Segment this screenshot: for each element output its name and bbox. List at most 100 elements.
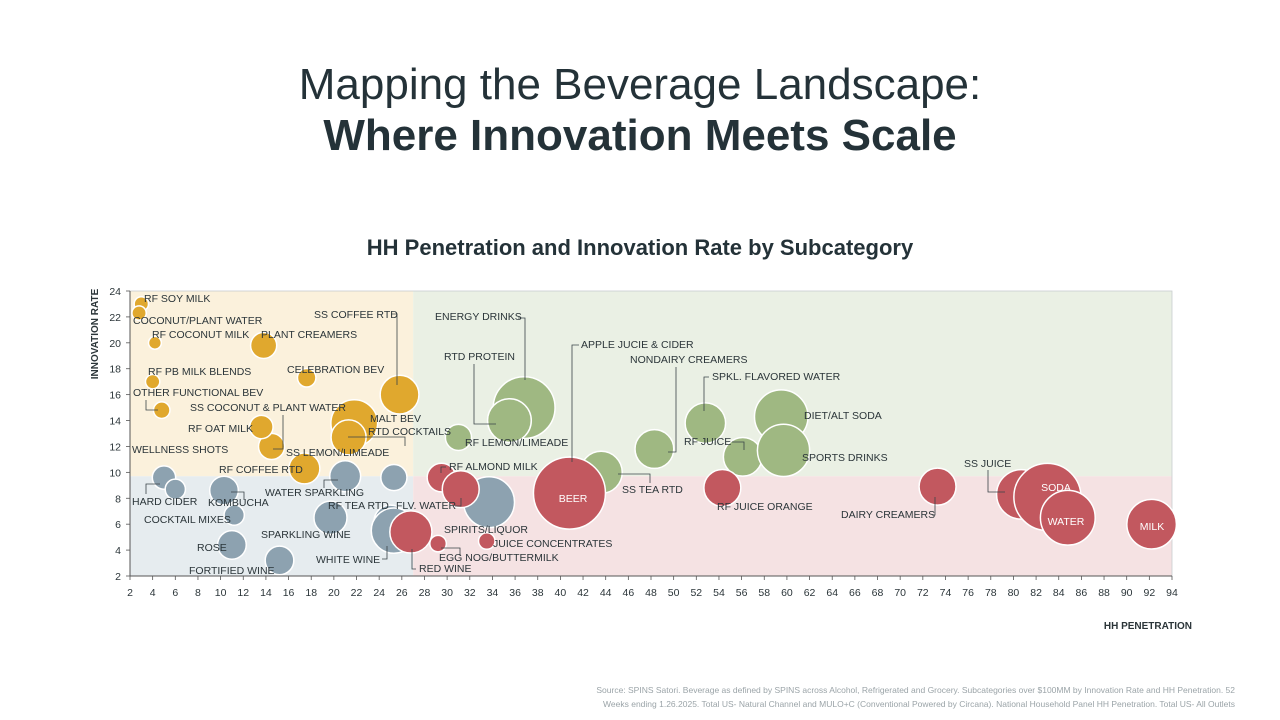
leader-line-ss-coffee-rtd [391, 313, 398, 385]
label-soda: SODA [1041, 482, 1071, 494]
x-tick-label: 14 [260, 587, 272, 599]
bubble-flv-water [441, 469, 480, 509]
leader-line-ss-juice [987, 470, 1005, 493]
x-tick-label: 88 [1098, 587, 1110, 599]
x-tick-label: 94 [1166, 587, 1178, 599]
label-milk: MILK [1140, 521, 1165, 533]
leader-line-nondairy-creamers [668, 367, 677, 453]
x-tick-label: 56 [736, 587, 748, 599]
label-rf-lemon-limeade: RF LEMON/LIMEADE [465, 437, 568, 449]
bubble-ss-coffee-rtd [379, 374, 420, 415]
bubble-plant-creamers [249, 331, 278, 360]
x-tick-label: 74 [940, 587, 952, 599]
bubble-ss-lemon-limeade [380, 463, 408, 492]
leader-line-ss-lemon-limeade [348, 436, 406, 446]
label-beer: BEER [559, 493, 588, 505]
x-tick-label: 8 [195, 587, 201, 599]
bubble-beer [532, 456, 607, 530]
bubble-water-sparkling [328, 460, 362, 493]
bubble-rf-pb-milk-blends [144, 373, 161, 390]
x-axis-label: HH PENETRATION [1104, 621, 1192, 632]
leader-line-ss-coconut-plant-water [273, 415, 284, 450]
leader-line-water-sparkling [323, 479, 338, 488]
x-tick-label: 42 [577, 587, 589, 599]
x-tick-label: 40 [555, 587, 567, 599]
label-fortified-wine: FORTIFIED WINE [189, 565, 275, 577]
x-tick-label: 48 [645, 587, 657, 599]
leader-line-red-wine [411, 549, 416, 570]
y-tick-label: 4 [115, 545, 121, 557]
label-rose: ROSE [197, 542, 227, 554]
label-rf-coconut-milk: RF COCONUT MILK [152, 329, 249, 341]
x-tick-label: 44 [600, 587, 612, 599]
x-tick-label: 60 [781, 587, 793, 599]
label-spirits-liquor: SPIRITS/LIQUOR [444, 524, 528, 536]
source-note-line-1: Source: SPINS Satori. Beverage as define… [596, 685, 1235, 695]
x-tick-label: 46 [623, 587, 635, 599]
label-rf-tea-rtd: RF TEA RTD [328, 500, 389, 512]
label-dairy-creamers: DAIRY CREAMERS [841, 509, 935, 521]
x-tick-label: 34 [487, 587, 499, 599]
label-white-wine: WHITE WINE [316, 554, 380, 566]
label-other-functional-bev: OTHER FUNCTIONAL BEV [133, 387, 263, 399]
x-tick-label: 12 [237, 587, 249, 599]
bubble-milk [1126, 498, 1178, 550]
x-tick-label: 32 [464, 587, 476, 599]
bubble-kombucha [208, 475, 240, 506]
label-energy-drinks: ENERGY DRINKS [435, 311, 522, 323]
x-tick-label: 2 [127, 587, 133, 599]
label-sports-drinks: SPORTS DRINKS [802, 452, 888, 464]
x-tick-label: 26 [396, 587, 408, 599]
label-rf-coffee-rtd: RF COFFEE RTD [219, 464, 303, 476]
bubble-nondairy-creamers [634, 428, 675, 470]
label-nondairy-creamers: NONDAIRY CREAMERS [630, 354, 747, 366]
chart-title: HH Penetration and Innovation Rate by Su… [366, 235, 914, 260]
bubble-coconut-plant-water [131, 305, 147, 321]
label-kombucha: KOMBUCHA [208, 497, 269, 509]
y-tick-label: 22 [109, 312, 121, 324]
label-rf-pb-milk-blends: RF PB MILK BLENDS [148, 366, 251, 378]
x-tick-label: 38 [532, 587, 544, 599]
x-tick-label: 52 [690, 587, 702, 599]
x-tick-label: 82 [1030, 587, 1042, 599]
source-note: Source: SPINS Satori. Beverage as define… [515, 683, 1235, 711]
x-tick-label: 68 [872, 587, 884, 599]
x-tick-label: 86 [1076, 587, 1088, 599]
y-tick-label: 6 [115, 519, 121, 531]
x-tick-label: 72 [917, 587, 929, 599]
label-ss-coffee-rtd: SS COFFEE RTD [314, 309, 398, 321]
leader-line-white-wine [382, 546, 388, 560]
label-diet-alt-soda: DIET/ALT SODA [804, 410, 882, 422]
x-tick-label: 20 [328, 587, 340, 599]
label-water: WATER [1048, 516, 1085, 528]
label-plant-creamers: PLANT CREAMERS [261, 329, 357, 341]
label-rtd-cocktails: RTD COCKTAILS [368, 426, 451, 438]
label-apple-jucie-cider: APPLE JUCIE & CIDER [581, 339, 694, 351]
x-tick-label: 24 [373, 587, 385, 599]
x-tick-label: 66 [849, 587, 861, 599]
label-rtd-protein: RTD PROTEIN [444, 351, 515, 363]
label-rf-oat-milk: RF OAT MILK [188, 423, 253, 435]
y-tick-label: 16 [109, 390, 121, 402]
bubble-dairy-creamers [918, 467, 957, 506]
x-tick-label: 28 [419, 587, 431, 599]
bubble-sparkling-wine [313, 500, 348, 535]
y-tick-label: 2 [115, 571, 121, 583]
bubble-sports-drinks [756, 423, 811, 478]
x-tick-label: 54 [713, 587, 725, 599]
label-celebration-bev: CELEBRATION BEV [287, 364, 384, 376]
x-tick-label: 92 [1144, 587, 1156, 599]
y-tick-label: 24 [109, 286, 121, 298]
label-ss-coconut-plant-water: SS COCONUT & PLANT WATER [190, 402, 346, 414]
leader-line-spkl-flavored-water [703, 376, 709, 411]
label-spkl-flavored-water: SPKL. FLAVORED WATER [712, 371, 841, 383]
x-tick-label: 16 [283, 587, 295, 599]
label-sparkling-wine: SPARKLING WINE [261, 529, 351, 541]
x-tick-label: 50 [668, 587, 680, 599]
label-juice-concentrates: JUICE CONCENTRATES [493, 538, 612, 550]
label-ss-tea-rtd: SS TEA RTD [622, 484, 683, 496]
y-tick-label: 12 [109, 441, 121, 453]
bubble-juice-concentrates [477, 532, 496, 551]
x-tick-label: 6 [172, 587, 178, 599]
label-cocktail-mixes: COCKTAIL MIXES [144, 514, 231, 526]
